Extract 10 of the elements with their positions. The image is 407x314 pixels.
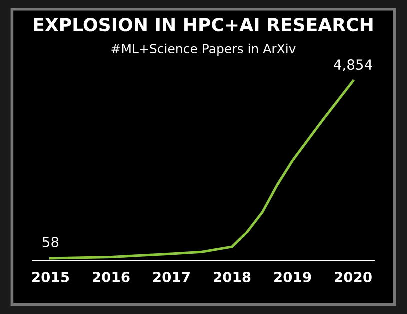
- x-tick-label: 2020: [335, 272, 372, 282]
- x-tick-label: 2019: [274, 272, 312, 282]
- chart-title: EXPLOSION IN HPC+AI RESEARCH: [34, 18, 373, 32]
- x-tick-label: 2015: [32, 272, 70, 282]
- chart-subtitle: #ML+Science Papers in ArXiv: [112, 44, 296, 56]
- x-tick-label: 2016: [92, 272, 130, 282]
- data-label: 4,854: [334, 60, 372, 72]
- x-tick-label: 2018: [214, 272, 251, 282]
- data-label: 58: [42, 236, 59, 248]
- x-tick-label: 2017: [154, 272, 190, 282]
